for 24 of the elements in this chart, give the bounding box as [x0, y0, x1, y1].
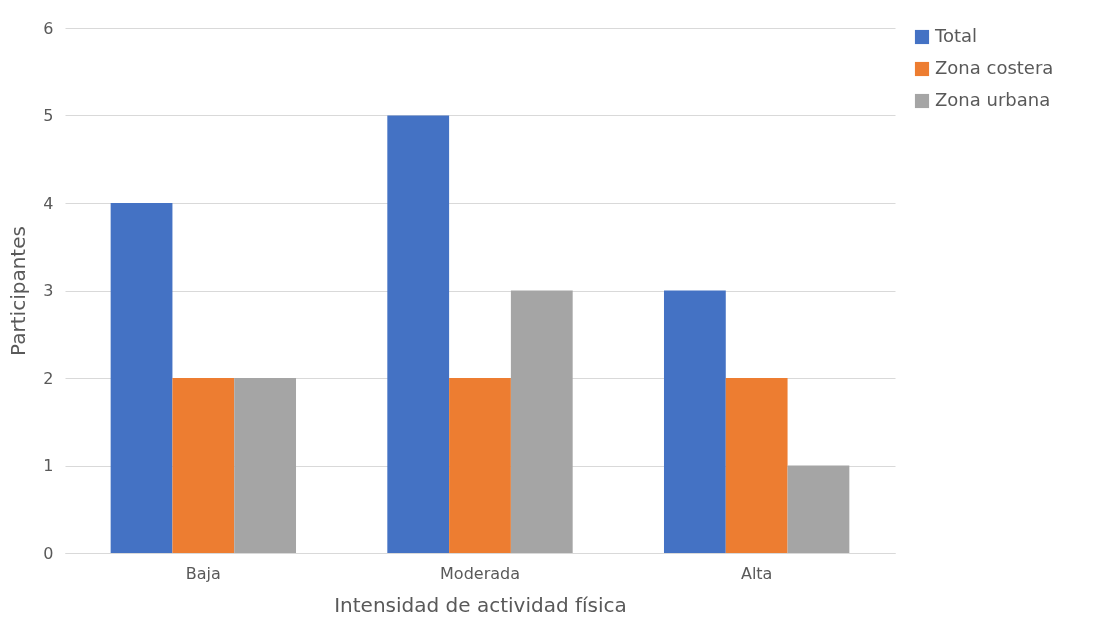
legend-label: Zona costera — [935, 57, 1054, 78]
bar — [387, 115, 450, 553]
x-tick-label: Moderada — [440, 563, 520, 583]
bar — [510, 290, 573, 553]
bar — [110, 203, 173, 553]
y-tick-label: 5 — [43, 106, 54, 125]
bar — [449, 378, 511, 553]
legend-label: Total — [934, 25, 978, 46]
bar — [172, 378, 235, 553]
x-tick-label: Alta — [740, 563, 773, 583]
y-tick-label: 3 — [43, 281, 54, 300]
legend-label: Zona urbana — [935, 89, 1051, 110]
x-tick-label: Baja — [185, 563, 221, 583]
y-tick-label: 6 — [43, 18, 54, 38]
y-tick-label: 0 — [43, 543, 54, 563]
y-tick-label: 4 — [43, 193, 54, 213]
y-tick-label: 2 — [43, 368, 54, 388]
x-axis-title: Intensidad de actividad física — [334, 592, 627, 617]
y-axis-title: Participantes — [6, 226, 31, 356]
bar — [234, 378, 297, 553]
bar — [787, 465, 850, 553]
bar — [725, 378, 788, 553]
bar — [663, 290, 726, 553]
y-tick-label: 1 — [43, 456, 54, 475]
